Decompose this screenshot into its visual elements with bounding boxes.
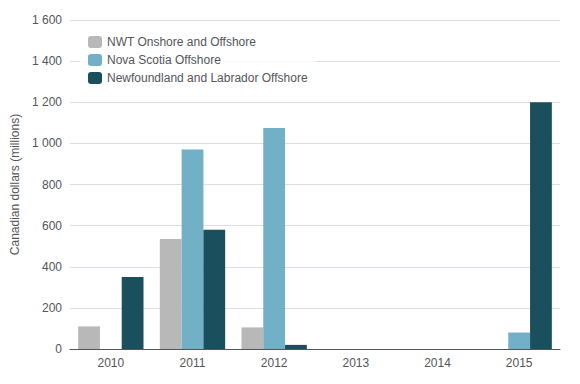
svg-text:2010: 2010 — [97, 356, 124, 370]
svg-text:1 400: 1 400 — [32, 54, 62, 68]
svg-text:2014: 2014 — [424, 356, 451, 370]
svg-text:800: 800 — [42, 178, 62, 192]
svg-text:200: 200 — [42, 301, 62, 315]
svg-text:Nova Scotia Offshore: Nova Scotia Offshore — [107, 53, 221, 67]
svg-text:600: 600 — [42, 219, 62, 233]
svg-text:Canadian dollars (millions): Canadian dollars (millions) — [8, 114, 22, 255]
svg-text:2012: 2012 — [261, 356, 288, 370]
svg-text:1 600: 1 600 — [32, 13, 62, 27]
svg-text:Newfoundland and Labrador Offs: Newfoundland and Labrador Offshore — [107, 71, 308, 85]
svg-text:1 000: 1 000 — [32, 136, 62, 150]
svg-text:400: 400 — [42, 260, 62, 274]
svg-text:2013: 2013 — [342, 356, 369, 370]
svg-text:2015: 2015 — [506, 356, 533, 370]
svg-text:2011: 2011 — [180, 356, 206, 370]
svg-text:0: 0 — [55, 342, 62, 356]
svg-text:1 200: 1 200 — [32, 95, 62, 109]
svg-text:NWT Onshore and Offshore: NWT Onshore and Offshore — [107, 35, 256, 49]
